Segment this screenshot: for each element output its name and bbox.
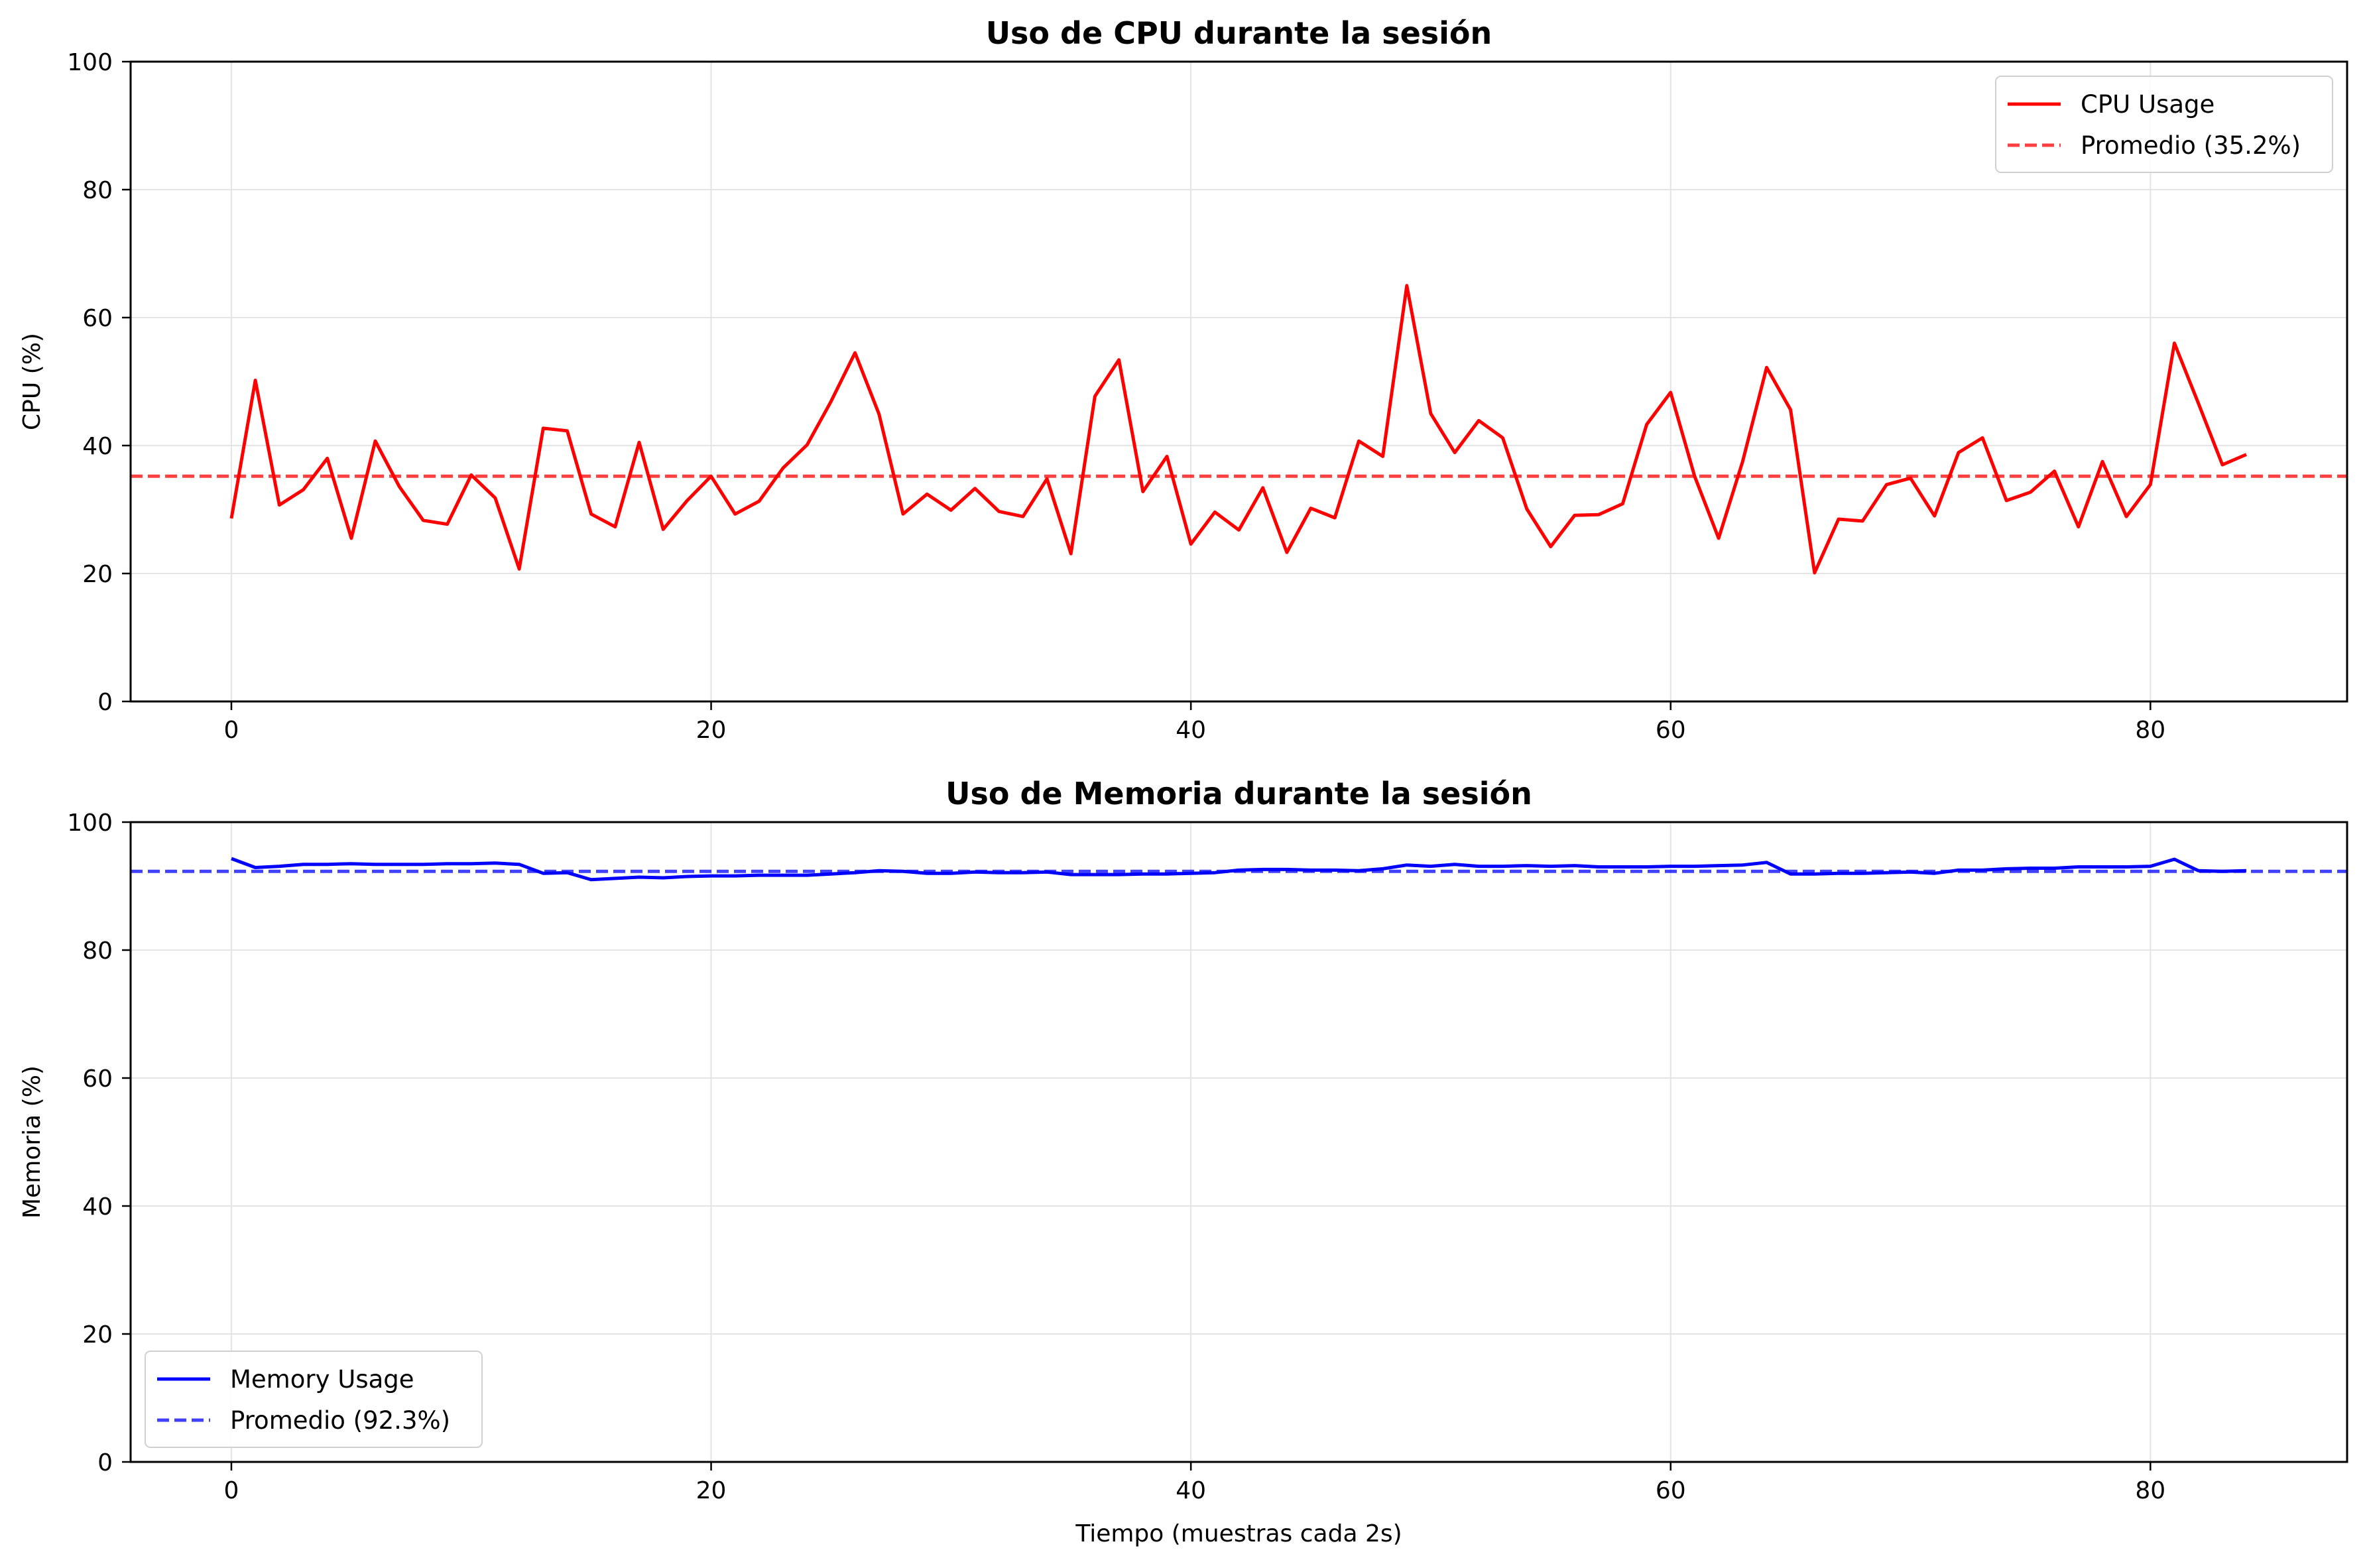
- y-tick-label: 20: [82, 1321, 113, 1349]
- y-tick-label: 40: [82, 433, 113, 460]
- memory-y-axis-label: Memoria (%): [19, 1065, 46, 1219]
- memory-legend: Memory Usage Promedio (92.3%): [145, 1351, 483, 1448]
- legend-box: [1995, 76, 2333, 173]
- cpu-chart-panel: 0 20 40 60 80 0 20 40 60 80 100 Uso de CPU durante …: [19, 15, 2348, 744]
- legend-label: CPU Usage: [2081, 90, 2215, 119]
- memory-axes-frame: [129, 821, 2348, 1463]
- y-tick-label: 0: [97, 689, 113, 716]
- x-tick-label: 80: [2135, 1477, 2165, 1504]
- y-tick-label: 80: [82, 177, 113, 204]
- y-tick-label: 60: [82, 1065, 113, 1093]
- y-tick-label: 40: [82, 1193, 113, 1221]
- x-tick-label: 40: [1176, 717, 1206, 744]
- cpu-legend: CPU Usage Promedio (35.2%): [1995, 76, 2333, 173]
- x-tick-label: 60: [1656, 717, 1686, 744]
- legend-label: Promedio (35.2%): [2081, 131, 2301, 160]
- x-tick-label: 40: [1176, 1477, 1206, 1504]
- legend-box: [145, 1351, 483, 1448]
- x-tick-label: 0: [224, 1477, 239, 1504]
- x-tick-label: 0: [224, 717, 239, 744]
- x-tick-label: 20: [696, 717, 727, 744]
- cpu-chart-title: Uso de CPU durante la sesión: [986, 15, 1492, 51]
- y-tick-label: 60: [82, 305, 113, 332]
- y-tick-label: 100: [67, 810, 113, 837]
- y-tick-label: 20: [82, 561, 113, 588]
- cpu-axes-frame: [129, 60, 2348, 703]
- memory-chart-title: Uso de Memoria durante la sesión: [945, 776, 1532, 812]
- y-tick-label: 80: [82, 937, 113, 965]
- memory-x-axis-label: Tiempo (muestras cada 2s): [1075, 1520, 1402, 1547]
- x-tick-label: 80: [2135, 717, 2165, 744]
- x-tick-label: 60: [1656, 1477, 1686, 1504]
- cpu-series-usage-line: [229, 284, 2247, 575]
- legend-label: Memory Usage: [230, 1365, 414, 1394]
- cpu-y-axis-label: CPU (%): [19, 333, 46, 430]
- memory-chart-panel: 0 20 40 60 80 0 20 40 60 80 100 Uso de Memoria dura…: [19, 776, 2348, 1547]
- y-tick-label: 100: [67, 49, 113, 76]
- x-tick-label: 20: [696, 1477, 727, 1504]
- y-tick-label: 0: [97, 1449, 113, 1477]
- legend-label: Promedio (92.3%): [230, 1406, 450, 1435]
